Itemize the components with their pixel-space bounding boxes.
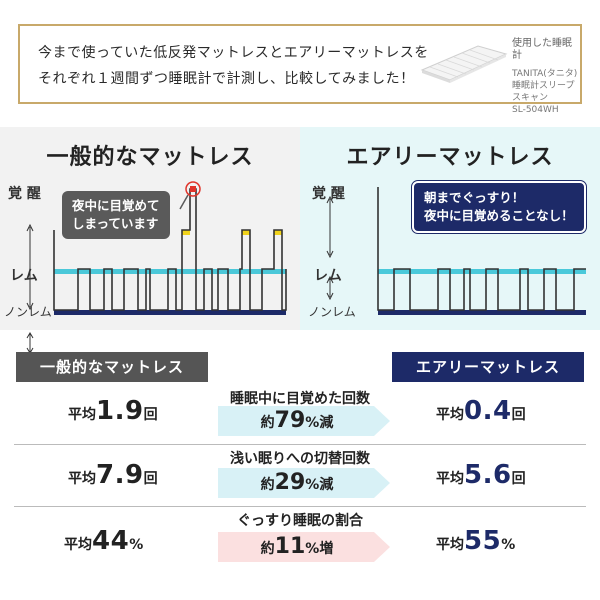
- left-callout-line-1: 夜中に目覚めて: [72, 198, 160, 213]
- value-prefix: 平均: [64, 537, 92, 553]
- decrease-arrow-icon: [218, 406, 390, 436]
- intro-line-1: 今まで使っていた低反発マットレスとエアリーマットレスを: [38, 45, 429, 61]
- table-header-airy: エアリーマットレス: [392, 352, 584, 382]
- standard-mattress-panel: 一般的なマットレス 覚 醒 レム ノンレム 夜中に目覚めて しまっています: [0, 127, 300, 330]
- value-unit: %: [129, 537, 144, 553]
- left-value: 平均44%: [64, 526, 143, 556]
- left-nonrem-label: ノンレム: [4, 305, 52, 319]
- right-awake-label: 覚 醒: [312, 186, 345, 202]
- left-callout-bubble: 夜中に目覚めて しまっています: [62, 191, 170, 239]
- table-header-standard: 一般的なマットレス: [16, 352, 208, 382]
- value-number: 0.4: [464, 396, 512, 426]
- diff-prefix: 約: [260, 541, 275, 557]
- right-rem-label: レム: [314, 268, 342, 284]
- right-value: 平均55%: [436, 526, 515, 556]
- diff-number: 29: [274, 470, 306, 495]
- up-down-arrow-icon: [26, 332, 34, 354]
- right-value: 平均0.4回: [436, 396, 526, 426]
- value-number: 7.9: [96, 460, 144, 490]
- value-unit: 回: [143, 407, 158, 423]
- value-prefix: 平均: [436, 537, 464, 553]
- right-nonrem-label: ノンレム: [308, 305, 356, 319]
- right-callout-line-1: 朝までぐっすり！: [424, 190, 525, 205]
- value-unit: 回: [511, 471, 526, 487]
- value-prefix: 平均: [68, 471, 96, 487]
- left-value: 平均7.9回: [68, 460, 158, 490]
- value-prefix: 平均: [436, 407, 464, 423]
- row-title: 浅い眠りへの切替回数: [230, 451, 370, 467]
- value-number: 5.6: [464, 460, 512, 490]
- increase-arrow-icon: [218, 532, 390, 562]
- intro-banner: 今まで使っていた低反発マットレスとエアリーマットレスを それぞれ１週間ずつ睡眠計…: [18, 24, 582, 115]
- row-diff: 約29%減: [218, 468, 376, 500]
- left-awake-label: 覚 醒: [8, 186, 41, 202]
- value-prefix: 平均: [436, 471, 464, 487]
- comparison-row-wakeups: 睡眠中に目覚めた回数 約79%減 平均1.9回 平均0.4回: [0, 384, 600, 446]
- value-unit: %: [501, 537, 516, 553]
- left-value: 平均1.9回: [68, 396, 158, 426]
- device-model: SL-504WH: [512, 105, 559, 115]
- left-sleep-graph: [26, 181, 287, 315]
- value-unit: 回: [143, 471, 158, 487]
- value-number: 1.9: [96, 396, 144, 426]
- row-title: 睡眠中に目覚めた回数: [230, 391, 370, 407]
- intro-text: 今まで使っていた低反発マットレスとエアリーマットレスを それぞれ１週間ずつ睡眠計…: [38, 40, 429, 92]
- value-number: 44: [92, 526, 130, 556]
- left-callout-line-2: しまっています: [72, 216, 159, 231]
- comparison-row-light-sleep: 浅い眠りへの切替回数 約29%減 平均7.9回 平均5.6回: [0, 446, 600, 508]
- decrease-arrow-icon: [218, 468, 390, 498]
- row-diff: 約79%減: [218, 406, 376, 438]
- diff-prefix: 約: [260, 415, 275, 431]
- diff-number: 79: [274, 408, 306, 433]
- left-panel-title: 一般的なマットレス: [46, 145, 254, 170]
- sleep-scanner-icon: [420, 45, 508, 83]
- left-rem-label: レム: [10, 268, 38, 284]
- device-caption: 使用した睡眠計: [512, 38, 572, 61]
- diff-unit: %減: [305, 415, 334, 431]
- device-name-2: 睡眠計スリープスキャン: [512, 81, 575, 103]
- device-name-1: TANITA(タニタ): [512, 69, 578, 79]
- row-diff: 約11%増: [218, 532, 376, 564]
- diff-unit: %増: [305, 541, 334, 557]
- value-prefix: 平均: [68, 407, 96, 423]
- diff-unit: %減: [305, 477, 334, 493]
- right-callout-line-2: 夜中に目覚めることなし！: [424, 208, 574, 223]
- diff-prefix: 約: [260, 477, 275, 493]
- diff-number: 11: [274, 534, 306, 559]
- value-unit: 回: [511, 407, 526, 423]
- right-value: 平均5.6回: [436, 460, 526, 490]
- right-sleep-graph: [326, 187, 586, 315]
- row-title: ぐっすり睡眠の割合: [237, 513, 363, 529]
- right-callout-bubble: 朝までぐっすり！ 夜中に目覚めることなし！: [412, 181, 586, 233]
- right-panel-title: エアリーマットレス: [346, 145, 554, 170]
- row-divider: [14, 444, 586, 445]
- device-label: 使用した睡眠計 TANITA(タニタ) 睡眠計スリープスキャン SL-504WH: [512, 38, 580, 116]
- intro-line-2: それぞれ１週間ずつ睡眠計で計測し、比較してみました！: [38, 71, 415, 87]
- row-divider: [14, 506, 586, 507]
- airy-mattress-panel: エアリーマットレス 覚 醒 レム ノンレム 朝までぐっすり！ 夜中に目覚めること…: [300, 127, 600, 330]
- value-number: 55: [464, 526, 502, 556]
- comparison-row-deep-sleep: ぐっすり睡眠の割合 約11%増 平均44% 平均55%: [0, 508, 600, 570]
